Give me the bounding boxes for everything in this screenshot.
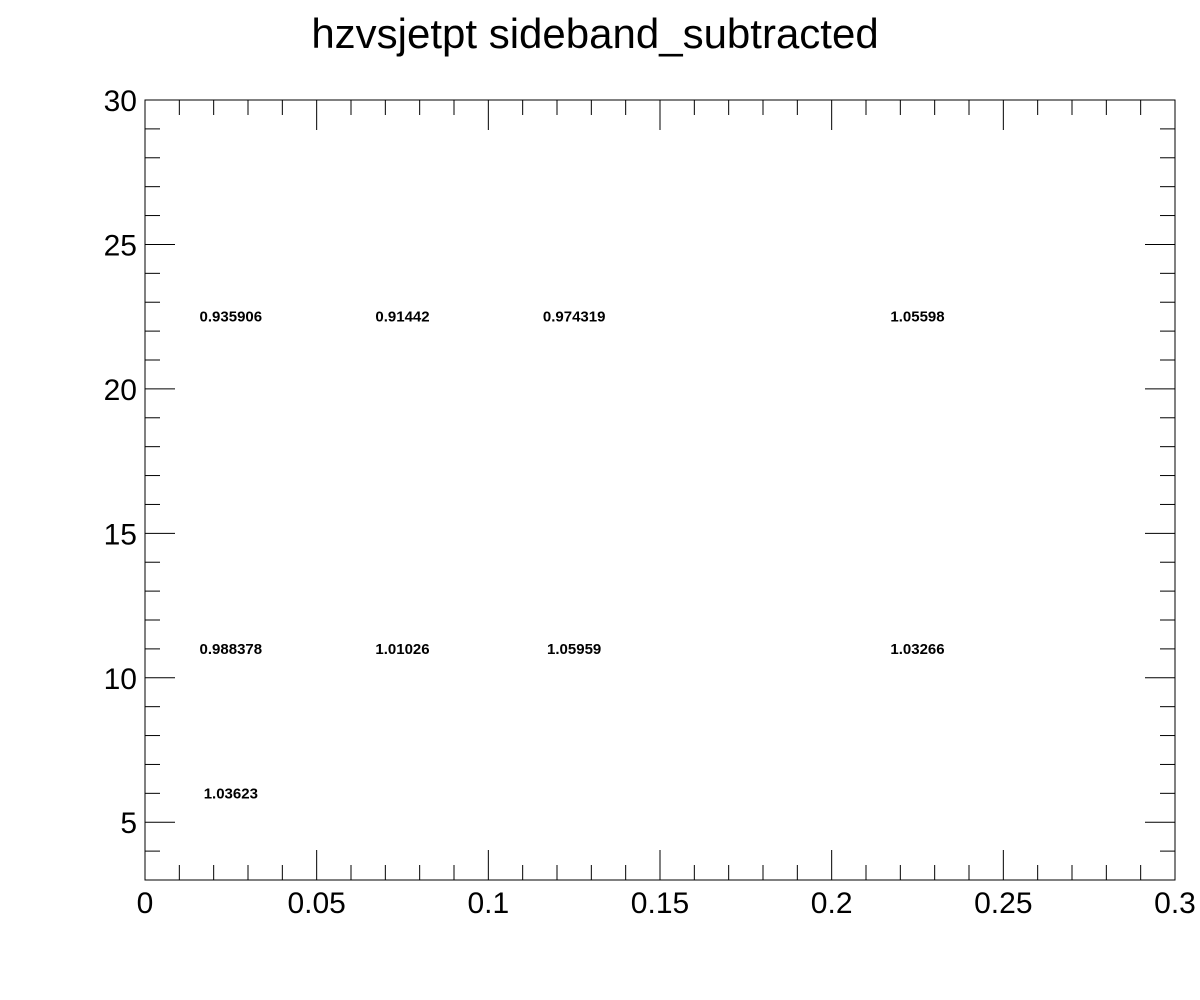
y-tick-label: 10: [104, 663, 137, 696]
x-tick-label: 0.25: [974, 887, 1032, 920]
cell-value-label: 0.91442: [375, 309, 429, 326]
y-tick-label: 5: [120, 807, 137, 840]
x-tick-label: 0.15: [631, 887, 689, 920]
y-tick-label: 15: [104, 518, 137, 551]
cell-value-label: 1.01026: [375, 641, 429, 658]
y-tick-label: 20: [104, 374, 137, 407]
x-tick-label: 0.3: [1154, 887, 1196, 920]
x-tick-label: 0: [137, 887, 154, 920]
y-tick-label: 30: [104, 85, 137, 118]
x-tick-label: 0.05: [287, 887, 345, 920]
cell-value-label: 1.03266: [890, 641, 944, 658]
cell-value-label: 0.935906: [200, 309, 263, 326]
x-tick-label: 0.1: [467, 887, 509, 920]
cell-value-label: 1.03623: [204, 785, 258, 802]
chart-title: hzvsjetpt sideband_subtracted: [311, 10, 878, 57]
x-tick-label: 0.2: [811, 887, 853, 920]
cell-value-label: 1.05598: [890, 309, 944, 326]
cell-value-label: 1.05959: [547, 641, 601, 658]
cell-value-label: 0.974319: [543, 309, 606, 326]
plot-area: 0 0.05 0.1 0.15 0.2 0.25 0.3 5 10 15 20 25 30 0.93590…: [104, 85, 1196, 920]
y-tick-label: 25: [104, 229, 137, 262]
cell-value-label: 0.988378: [200, 641, 263, 658]
